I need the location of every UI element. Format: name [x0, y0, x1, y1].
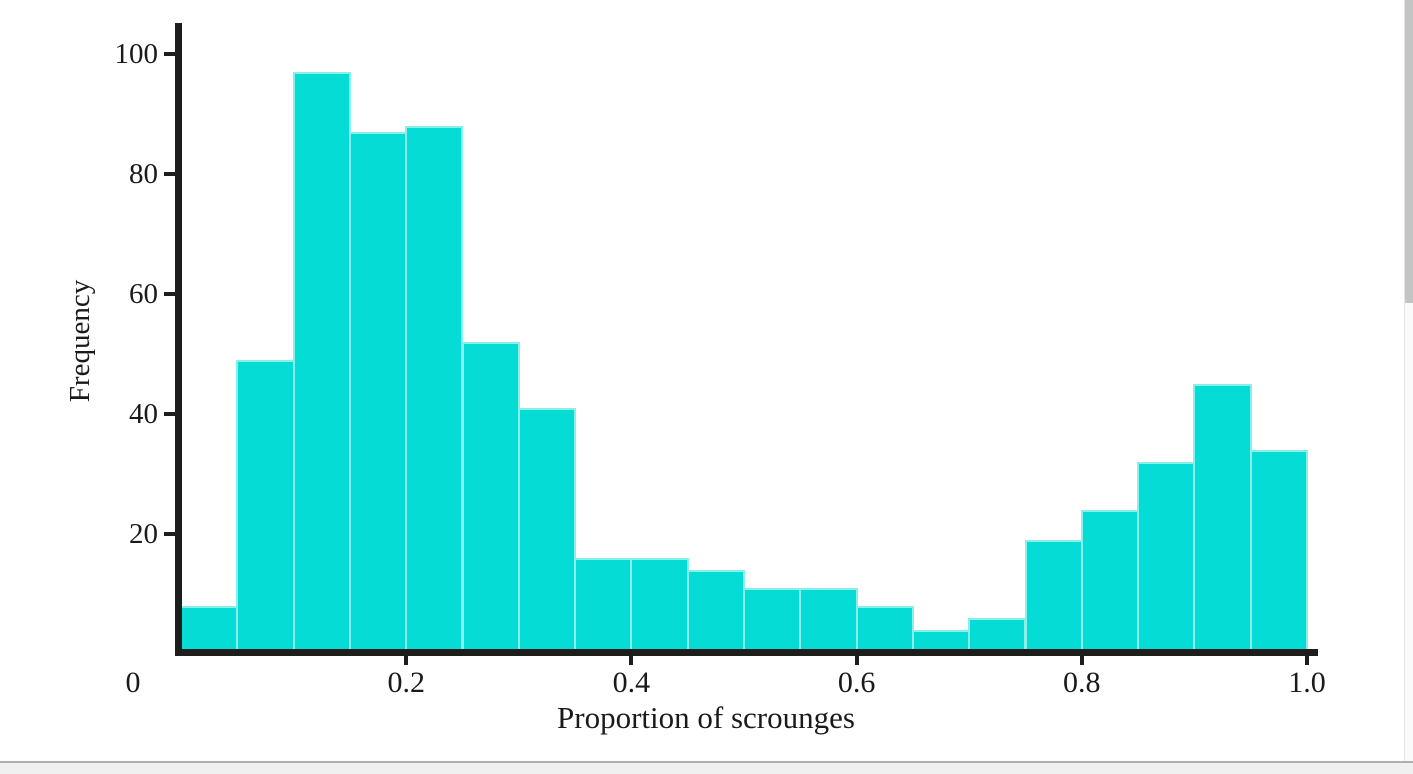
x-tick-mark: [629, 655, 634, 665]
x-tick-label: 0.2: [387, 666, 425, 699]
x-axis-origin-label: 0: [125, 666, 141, 699]
histogram-bar: [236, 360, 295, 656]
y-tick-label: 20: [129, 518, 158, 550]
y-axis-line: [175, 23, 182, 655]
x-tick-mark: [1079, 655, 1084, 665]
scrollbar-thumb[interactable]: [1405, 0, 1413, 303]
y-tick-mark: [164, 412, 175, 416]
x-axis-title: Proportion of scrounges: [557, 700, 855, 735]
y-tick-label: 80: [129, 158, 158, 190]
histogram-bar: [686, 570, 745, 656]
y-tick-mark: [164, 52, 175, 56]
histogram-bar: [855, 606, 914, 656]
x-tick-mark: [854, 655, 859, 665]
y-tick-label: 100: [114, 38, 159, 70]
x-axis-line: [175, 649, 1318, 656]
x-tick-label: 0.4: [612, 666, 651, 699]
histogram-bar: [461, 342, 520, 656]
histogram-bar: [574, 558, 633, 656]
histogram-bar: [1024, 540, 1083, 656]
histogram-bar: [1193, 384, 1252, 656]
histogram-bar: [630, 558, 689, 656]
x-tick-mark: [404, 655, 409, 665]
histogram-bar: [1080, 510, 1140, 656]
scrollbar-track[interactable]: [1404, 0, 1413, 761]
y-tick-label: 40: [129, 398, 158, 430]
histogram-bar: [799, 588, 858, 656]
x-tick-mark: [1305, 655, 1309, 665]
histogram-bar: [1137, 462, 1196, 656]
y-tick-mark: [164, 532, 175, 536]
histogram-bar: [348, 132, 408, 656]
x-tick-label: 0.8: [1063, 666, 1101, 699]
y-tick-label: 60: [129, 278, 158, 310]
y-tick-mark: [164, 292, 175, 296]
histogram-bar: [1249, 450, 1308, 656]
histogram-bar: [292, 72, 351, 656]
footer-strip: [0, 761, 1413, 774]
y-tick-mark: [164, 172, 175, 176]
histogram-bar: [517, 408, 577, 656]
x-tick-label: 1.0: [1288, 666, 1326, 699]
histogram-bar: [743, 588, 802, 656]
histogram-bar: [405, 126, 464, 656]
x-tick-label: 0.6: [837, 666, 876, 699]
y-axis-title: Frequency: [64, 279, 96, 403]
